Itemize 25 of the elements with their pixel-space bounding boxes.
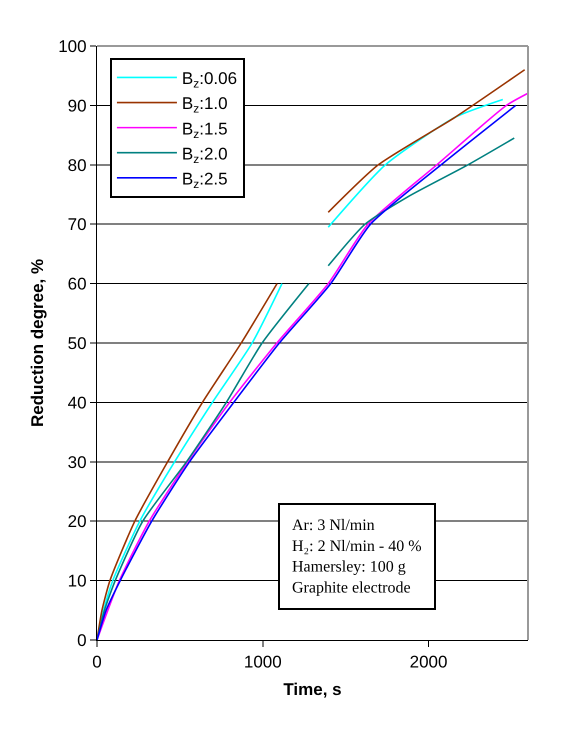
legend-label: B$_{z}$:2.5 — [182, 169, 228, 192]
y-tick-label: 10 — [68, 572, 87, 591]
x-tick-label: 2000 — [410, 652, 448, 672]
y-tick-label: 40 — [68, 393, 87, 412]
y-tick-label: 20 — [68, 512, 87, 532]
annotation: Hamersley: 100 g — [292, 558, 406, 576]
legend-label: B$_{z}$:1.0 — [182, 94, 228, 116]
y-tick-label: 70 — [68, 215, 87, 234]
legend-label: B$_{z}$:0.06 — [182, 69, 238, 91]
y-tick-label: 30 — [68, 452, 87, 472]
x-axis-title: Time, s — [283, 680, 342, 699]
y-tick-label: 0 — [77, 630, 87, 650]
x-tick-label: 0 — [92, 652, 102, 672]
y-tick-label: 100 — [58, 36, 87, 56]
annotation: Ar: 3 Nl/min — [292, 517, 375, 534]
legend-label: B$_{z}$:1.5 — [182, 119, 228, 141]
y-tick-label: 80 — [68, 156, 87, 175]
annotation: H₂: 2 Nl/min - 40 % — [292, 538, 422, 555]
y-tick-label: 60 — [68, 274, 87, 294]
annotation: Graphite electrode — [292, 579, 411, 596]
x-tick-label: 1000 — [244, 652, 282, 672]
y-tick-label: 90 — [68, 96, 87, 116]
y-tick-label: 50 — [68, 334, 87, 353]
legend-label: B$_{z}$:2.0 — [182, 144, 228, 166]
y-axis-title: Reduction degree, % — [28, 258, 47, 428]
